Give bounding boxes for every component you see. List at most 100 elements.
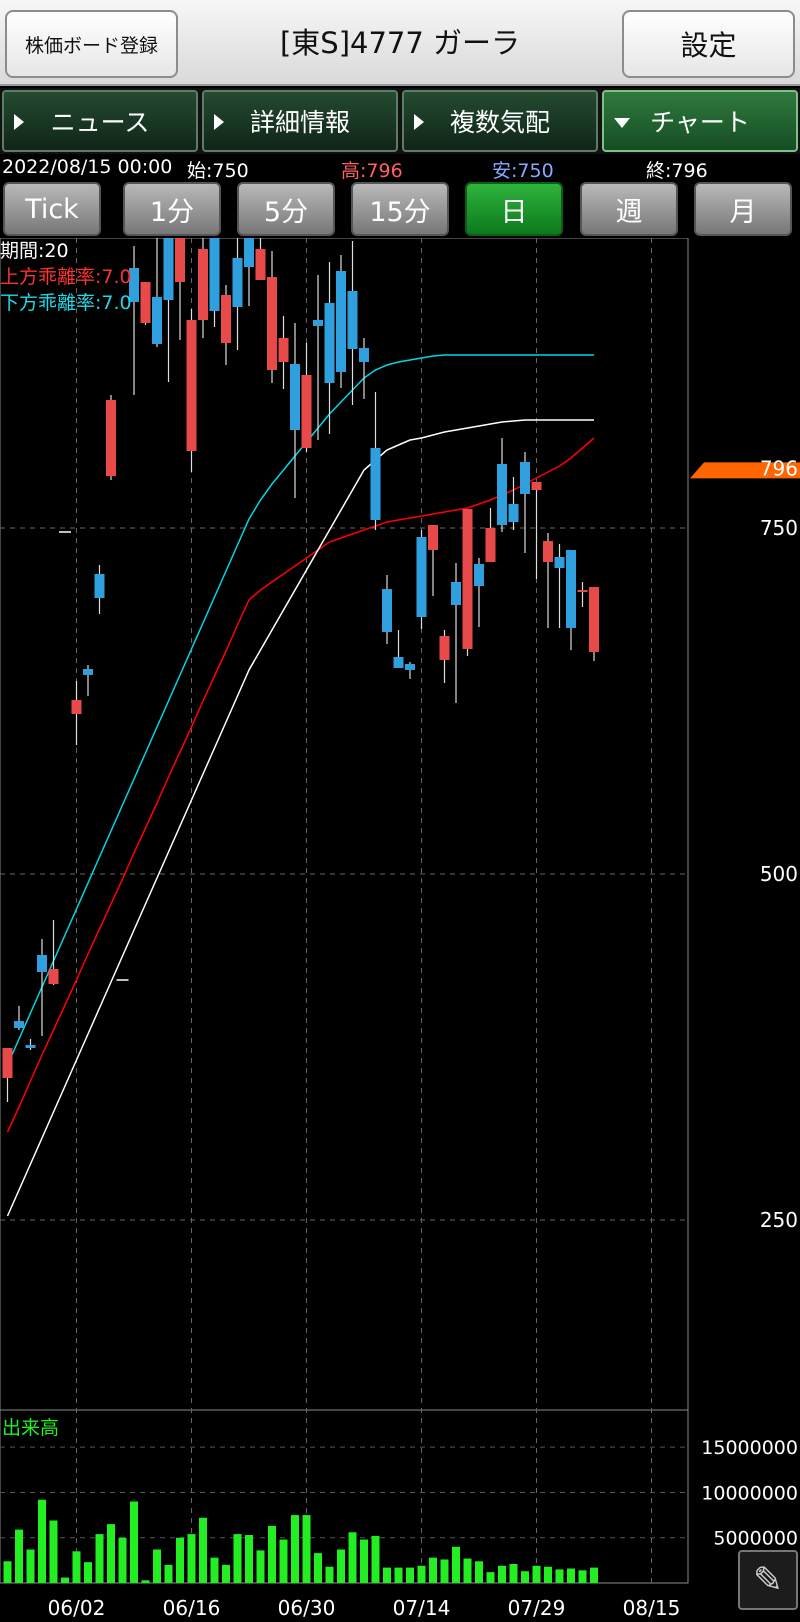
play-icon xyxy=(414,114,424,130)
candle-down xyxy=(497,464,507,525)
volume-bar xyxy=(26,1549,35,1583)
volume-bar xyxy=(429,1557,437,1583)
volume-bar xyxy=(544,1566,552,1583)
candle-down xyxy=(370,448,381,520)
volume-bar xyxy=(532,1565,541,1583)
ohlc-row: 2022/08/15 00:00 始:750 高:796 安:750 終:796 xyxy=(0,156,800,182)
volume-bar xyxy=(222,1564,230,1583)
candle-up xyxy=(301,375,312,448)
candle-down xyxy=(313,320,323,326)
indicator-period: 期間:20 xyxy=(0,240,69,262)
volume-bar xyxy=(383,1567,391,1583)
timeframe-bar: Tick 1分 5分 15分 日 週 月 xyxy=(0,182,800,238)
tab-chart[interactable]: チャート xyxy=(602,90,798,152)
volume-bar xyxy=(348,1532,357,1583)
candle-up xyxy=(577,590,588,592)
candle-up xyxy=(439,636,450,660)
volume-bar xyxy=(590,1567,598,1583)
candle-down xyxy=(474,564,484,586)
volume-bar xyxy=(567,1568,575,1583)
candle-down xyxy=(382,589,392,632)
ohlc-close: 終:796 xyxy=(646,160,708,182)
candle-down xyxy=(94,574,105,598)
page-title: [東S]4777 ガーラ xyxy=(279,26,521,60)
candle-up xyxy=(428,525,438,550)
timeframe-15min[interactable]: 15分 xyxy=(351,182,449,236)
volume-bar xyxy=(440,1559,449,1583)
volume-tick-label: 5000000 xyxy=(713,1528,798,1550)
candle-down xyxy=(163,238,174,300)
chart-canvas[interactable]: 750 500 250 06/02 06/16 06/30 07/14 07/29 08/15 7… xyxy=(0,238,800,1622)
upper-band-line xyxy=(6,437,595,1133)
edit-button[interactable]: ✎ xyxy=(738,1550,798,1610)
candle-up xyxy=(175,238,185,282)
timeframe-day[interactable]: 日 xyxy=(465,182,563,236)
timeframe-tick[interactable]: Tick xyxy=(3,182,101,236)
volume-bar xyxy=(509,1563,518,1583)
price-chart[interactable]: 750 500 250 06/02 06/16 06/30 07/14 07/29 08/15 7… xyxy=(0,238,800,1622)
tab-bar: ニュース 詳細情報 複数気配 チャート xyxy=(0,88,800,154)
dropdown-icon xyxy=(614,118,630,128)
volume-bar xyxy=(164,1564,173,1583)
candle-up xyxy=(48,969,59,984)
candle-up xyxy=(221,295,231,343)
candle-down xyxy=(416,537,427,617)
candle-down xyxy=(324,303,335,383)
volume-bar xyxy=(394,1567,403,1583)
volume-bar xyxy=(302,1515,311,1583)
timeframe-1min[interactable]: 1分 xyxy=(123,182,221,236)
candle-up xyxy=(255,249,266,280)
current-price-marker xyxy=(690,462,800,479)
candle-up xyxy=(106,400,116,476)
candle-down xyxy=(405,664,415,670)
timeframe-month[interactable]: 月 xyxy=(694,182,792,236)
candle-down xyxy=(290,364,300,430)
volume-bar xyxy=(15,1529,23,1583)
candle-down xyxy=(25,1045,36,1048)
tab-details[interactable]: 詳細情報 xyxy=(202,90,398,152)
candle-down xyxy=(554,557,565,568)
volume-bar xyxy=(245,1535,253,1583)
candle-down xyxy=(14,1021,24,1028)
candle-down xyxy=(129,268,139,302)
ohlc-low: 安:750 xyxy=(492,160,554,182)
price-tick-label: 250 xyxy=(760,1208,798,1232)
settings-button[interactable]: 設定 xyxy=(622,10,795,78)
volume-bar xyxy=(578,1570,587,1583)
stock-board-register-button[interactable]: 株価ボード登録 xyxy=(5,10,178,78)
indicator-lower: 下方乖離率:7.0 xyxy=(0,292,132,314)
volume-bar xyxy=(337,1549,345,1583)
volume-bar xyxy=(314,1553,322,1583)
candle-up xyxy=(278,338,289,362)
lower-band-line xyxy=(6,354,594,1066)
volume-bar xyxy=(268,1525,276,1583)
tab-label: 複数気配 xyxy=(449,108,550,137)
candle-down xyxy=(520,462,530,494)
timeframe-week[interactable]: 週 xyxy=(580,182,678,236)
volume-tick-label: 15000000 xyxy=(701,1437,798,1459)
chart-frame xyxy=(0,238,689,1584)
candle-up xyxy=(198,249,208,320)
volume-bar xyxy=(463,1558,472,1583)
tab-news[interactable]: ニュース xyxy=(2,90,198,152)
volume-bar xyxy=(61,1577,69,1583)
volume-bar xyxy=(233,1534,242,1583)
timeframe-5min[interactable]: 5分 xyxy=(237,182,335,236)
app-header: 株価ボード登録 [東S]4777 ガーラ 設定 xyxy=(0,0,800,86)
volume-tick-label: 10000000 xyxy=(701,1482,798,1504)
volume-bar xyxy=(291,1515,299,1583)
tab-multi-quote[interactable]: 複数気配 xyxy=(402,90,598,152)
candle-down xyxy=(359,348,369,362)
volume-bar xyxy=(72,1551,81,1583)
candle-down xyxy=(566,550,576,628)
date-tick-label: 07/29 xyxy=(508,1596,566,1620)
candle-down xyxy=(83,669,93,675)
volume-bar xyxy=(279,1539,288,1583)
price-tick-label: 500 xyxy=(760,862,798,886)
volume-bar xyxy=(84,1562,92,1583)
volume-bar xyxy=(176,1537,184,1583)
tab-label: チャート xyxy=(650,108,750,137)
candle-up xyxy=(186,320,197,451)
ohlc-datetime: 2022/08/15 00:00 xyxy=(2,156,173,178)
volume-bar xyxy=(360,1539,368,1583)
